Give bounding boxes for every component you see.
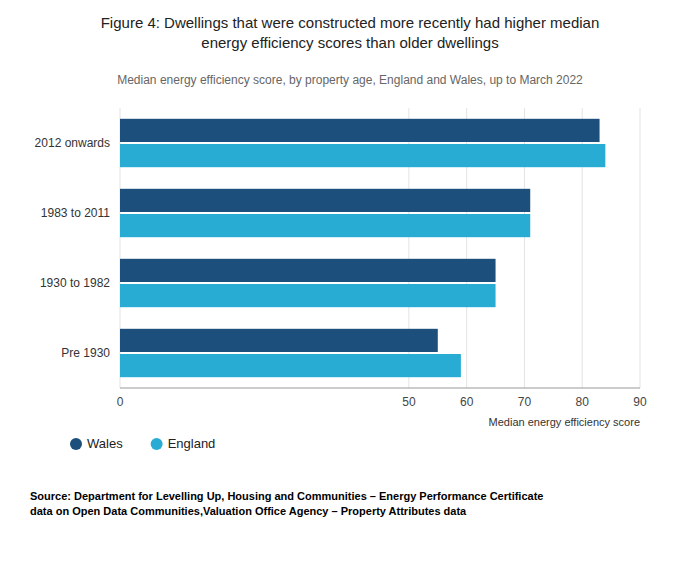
title: Figure 4: Dwellings that were constructe… — [101, 14, 600, 51]
category-label: Pre 1930 — [61, 346, 110, 360]
tick-label: 70 — [518, 395, 532, 409]
x-axis-label: Median energy efficiency score — [489, 416, 640, 428]
bar — [120, 284, 496, 307]
bar — [120, 259, 496, 282]
tick-label: 90 — [633, 395, 647, 409]
bar — [120, 354, 461, 377]
category-label: 1983 to 2011 — [41, 206, 111, 220]
legend-marker — [70, 438, 82, 450]
bar — [120, 189, 530, 212]
legend: Wales England — [70, 436, 215, 451]
legend-label: Wales — [87, 436, 123, 451]
bars — [120, 119, 605, 377]
source: Source: Department for Levelling Up, Hou… — [30, 490, 543, 517]
tick-label: 60 — [460, 395, 474, 409]
x-axis — [120, 388, 640, 389]
bar — [120, 119, 600, 142]
chart: Figure 4: Dwellings that were constructe… — [0, 0, 700, 574]
legend-marker — [151, 438, 163, 450]
tick-label: 50 — [402, 395, 416, 409]
bar — [120, 329, 438, 352]
category-label: 2012 onwards — [35, 136, 110, 150]
subtitle: Median energy efficiency score, by prope… — [117, 73, 583, 87]
bar — [120, 214, 530, 237]
grid — [120, 108, 640, 388]
tick-label: 80 — [576, 395, 590, 409]
legend-label: England — [168, 436, 216, 451]
category-label: 1930 to 1982 — [40, 276, 110, 290]
bar — [120, 144, 605, 167]
grid-line — [640, 108, 641, 388]
tick-label: 0 — [117, 395, 124, 409]
